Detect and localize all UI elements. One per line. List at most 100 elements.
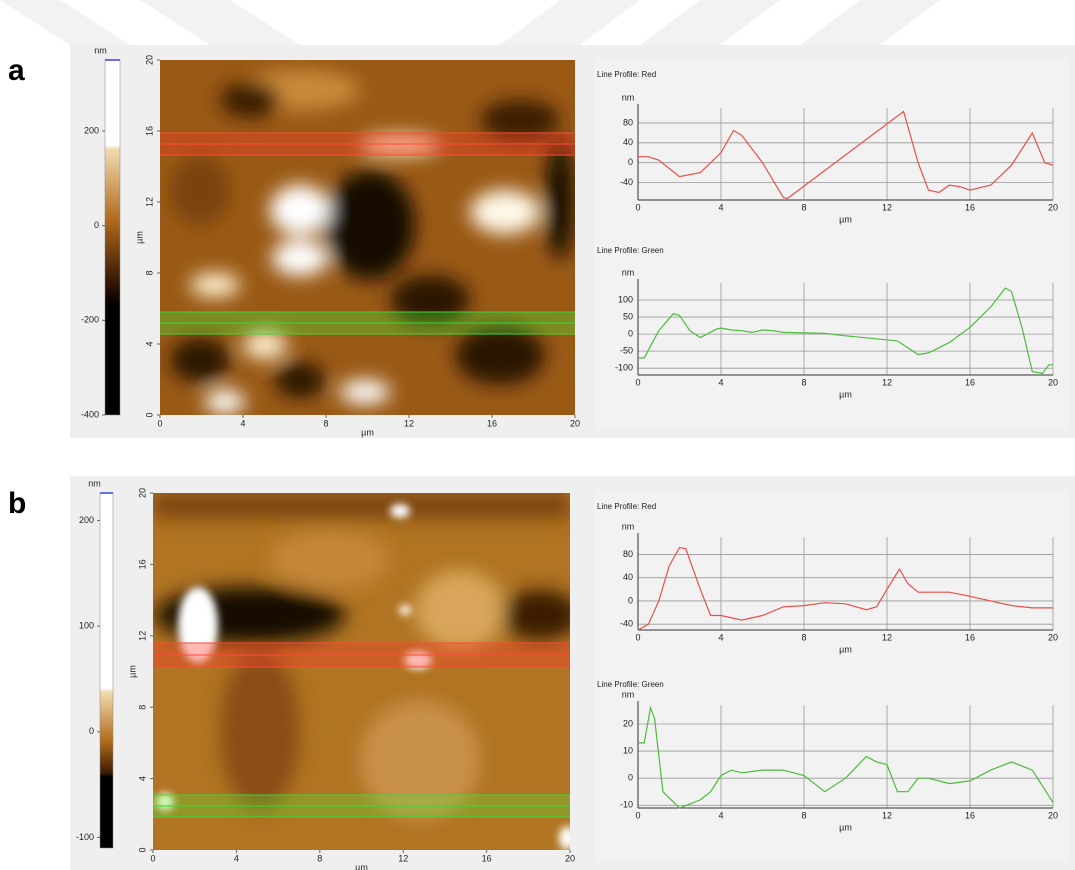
y-axis-label: µm <box>127 665 137 678</box>
colorbar-tick-label: 0 <box>94 220 99 230</box>
y-axis-unit: nm <box>622 521 635 531</box>
x-tick-label: 0 <box>635 202 640 212</box>
y-tick-label: 0 <box>628 157 633 167</box>
x-tick-label: 20 <box>565 853 575 863</box>
colorbar-tick-label: 200 <box>79 515 94 525</box>
x-tick-label: 8 <box>801 632 806 642</box>
x-tick-label: 20 <box>1048 202 1058 212</box>
x-tick-label: 12 <box>882 377 892 387</box>
x-axis-label: µm <box>361 427 374 437</box>
colorbar-tick-label: -400 <box>81 409 99 419</box>
x-tick-label: 0 <box>635 632 640 642</box>
y-axis-unit: nm <box>622 92 635 102</box>
y-tick-label: -50 <box>620 346 633 356</box>
afm-image <box>160 60 575 415</box>
x-tick-label: 12 <box>882 202 892 212</box>
chart-title: Line Profile: Red <box>597 70 656 79</box>
y-tick-label: 10 <box>623 745 633 755</box>
x-tick-label: 0 <box>635 377 640 387</box>
x-tick-label: 20 <box>570 418 580 428</box>
x-tick-label: 16 <box>965 202 975 212</box>
x-tick-label: 12 <box>398 853 408 863</box>
panel-label: b <box>8 487 26 520</box>
x-tick-label: 16 <box>965 810 975 820</box>
y-tick-label: 20 <box>144 55 154 65</box>
y-tick-label: 16 <box>144 126 154 136</box>
y-tick-label: 0 <box>628 328 633 338</box>
y-tick-label: -40 <box>620 177 633 187</box>
chart-title: Line Profile: Green <box>597 246 664 255</box>
y-tick-label: 12 <box>137 631 147 641</box>
y-tick-label: 20 <box>137 488 147 498</box>
x-tick-label: 20 <box>1048 632 1058 642</box>
y-axis-unit: nm <box>622 689 635 699</box>
y-tick-label: 40 <box>623 137 633 147</box>
x-tick-label: 16 <box>965 377 975 387</box>
colorbar-tick-label: 200 <box>84 125 99 135</box>
colorbar-unit: nm <box>94 45 107 55</box>
figure: anm2000-200-400048121620048121620µmµmbnm… <box>0 0 1075 870</box>
chart-title: Line Profile: Red <box>597 502 656 511</box>
x-tick-label: 4 <box>240 418 245 428</box>
y-tick-label: 20 <box>623 718 633 728</box>
colorbar-tick-label: -100 <box>76 832 94 842</box>
y-tick-label: -10 <box>620 800 633 810</box>
x-tick-label: 12 <box>404 418 414 428</box>
y-tick-label: 50 <box>623 311 633 321</box>
x-tick-label: 8 <box>317 853 322 863</box>
x-tick-label: 8 <box>323 418 328 428</box>
colorbar <box>100 493 113 848</box>
x-tick-label: 4 <box>718 202 723 212</box>
profile-area <box>594 490 1070 862</box>
y-tick-label: 80 <box>623 117 633 127</box>
y-tick-label: 0 <box>628 595 633 605</box>
x-tick-label: 16 <box>482 853 492 863</box>
watermark <box>0 0 940 45</box>
panel-label: a <box>8 54 25 87</box>
y-axis-label: µm <box>134 231 144 244</box>
colorbar-tick-label: 0 <box>89 726 94 736</box>
y-tick-label: 16 <box>137 559 147 569</box>
x-tick-label: 0 <box>150 853 155 863</box>
y-tick-label: 40 <box>623 572 633 582</box>
x-tick-label: 12 <box>882 632 892 642</box>
x-tick-label: 8 <box>801 377 806 387</box>
x-tick-label: 4 <box>234 853 239 863</box>
x-tick-label: 12 <box>882 810 892 820</box>
y-tick-label: 12 <box>144 197 154 207</box>
y-tick-label: -40 <box>620 619 633 629</box>
x-tick-label: 4 <box>718 377 723 387</box>
y-tick-label: 80 <box>623 549 633 559</box>
y-tick-label: 0 <box>144 412 154 417</box>
x-axis-label: µm <box>839 389 852 399</box>
x-axis-label: µm <box>839 214 852 224</box>
y-tick-label: 8 <box>137 705 147 710</box>
x-tick-label: 4 <box>718 632 723 642</box>
y-tick-label: 100 <box>618 294 633 304</box>
y-tick-label: 0 <box>628 773 633 783</box>
y-tick-label: 4 <box>137 776 147 781</box>
x-tick-label: 20 <box>1048 810 1058 820</box>
x-axis-label: µm <box>839 822 852 832</box>
x-tick-label: 8 <box>801 202 806 212</box>
chart-title: Line Profile: Green <box>597 680 664 689</box>
y-tick-label: -100 <box>615 363 633 373</box>
x-tick-label: 0 <box>157 418 162 428</box>
x-axis-label: µm <box>355 862 368 870</box>
x-axis-label: µm <box>839 644 852 654</box>
x-tick-label: 4 <box>718 810 723 820</box>
x-tick-label: 8 <box>801 810 806 820</box>
colorbar-tick-label: -200 <box>81 315 99 325</box>
colorbar <box>105 60 120 415</box>
afm-image <box>153 493 580 850</box>
y-tick-label: 4 <box>144 341 154 346</box>
x-tick-label: 0 <box>635 810 640 820</box>
x-tick-label: 16 <box>965 632 975 642</box>
y-axis-unit: nm <box>622 267 635 277</box>
colorbar-unit: nm <box>88 478 101 488</box>
x-tick-label: 16 <box>487 418 497 428</box>
y-tick-label: 8 <box>144 270 154 275</box>
y-tick-label: 0 <box>137 847 147 852</box>
x-tick-label: 20 <box>1048 377 1058 387</box>
profile-area <box>594 58 1070 430</box>
